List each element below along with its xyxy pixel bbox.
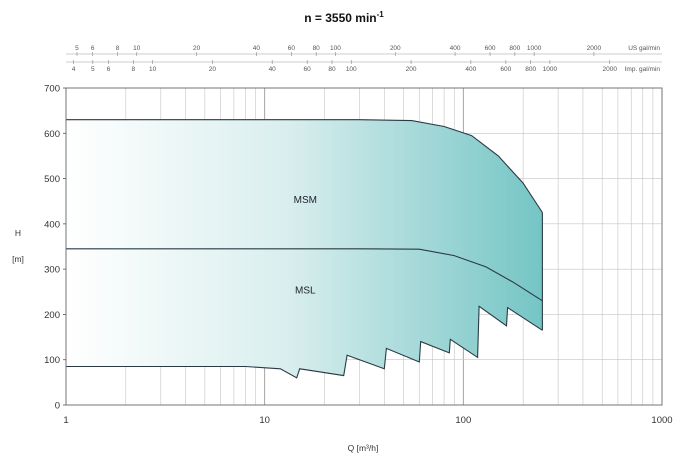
- imp-gal-tick-label: 6: [107, 66, 111, 73]
- y-tick-label: 700: [44, 84, 60, 95]
- imp-gal-unit-label: Imp. gal/min: [625, 66, 661, 73]
- us-gal-tick-label: 8: [116, 45, 120, 52]
- us-gal-tick-label: 400: [450, 45, 461, 52]
- imp-gal-tick-label: 10: [149, 66, 157, 73]
- region-label-msm: MSM: [294, 195, 317, 206]
- imp-gal-tick-label: 20: [209, 66, 217, 73]
- x-axis-label: Q [m³/h]: [348, 443, 379, 453]
- imp-gal-tick-label: 400: [465, 66, 476, 73]
- us-gal-tick-label: 600: [485, 45, 496, 52]
- x-axis-ticks: 1 10 100 1000: [63, 415, 672, 426]
- operating-regions: MSM MSL: [66, 119, 543, 379]
- imp-gal-tick-label: 5: [91, 66, 95, 73]
- y-axis-unit: [m]: [12, 254, 24, 264]
- imp-gal-tick-label: 60: [304, 66, 312, 73]
- us-gal-tick-label: 80: [313, 45, 321, 52]
- top-flow-axes: 5 6 8 10 20 40 60 80 100 200 400 600 800 1000 2000 US g…: [66, 45, 662, 73]
- us-gal-tick-label: 100: [330, 45, 341, 52]
- imp-gal-tick-label: 8: [132, 66, 136, 73]
- x-tick-label: 10: [259, 415, 270, 426]
- msm-upper-curve: [66, 119, 543, 213]
- plot-frame: [65, 87, 663, 406]
- x-tick-label: 100: [455, 415, 471, 426]
- chart-title: n = 3550 min-1: [304, 10, 384, 25]
- us-gal-tick-label: 1000: [527, 45, 542, 52]
- y-tick-label: 200: [44, 310, 60, 321]
- imp-gal-tick-label: 200: [406, 66, 417, 73]
- imp-gal-tick-label: 2000: [602, 66, 617, 73]
- imp-gal-tick-label: 1000: [543, 66, 558, 73]
- us-gal-unit-label: US gal/min: [628, 45, 660, 52]
- y-tick-label: 300: [44, 265, 60, 276]
- us-gal-tick-label: 200: [390, 45, 401, 52]
- us-gal-tick-label: 40: [253, 45, 261, 52]
- x-tick-label: 1: [63, 415, 68, 426]
- us-gal-tick-label: 6: [91, 45, 95, 52]
- y-tick-label: 400: [44, 219, 60, 230]
- us-gal-tick-label: 60: [288, 45, 296, 52]
- plot-border: [65, 87, 663, 406]
- us-gal-tick-label: 20: [193, 45, 201, 52]
- us-gal-tick-label: 2000: [587, 45, 602, 52]
- us-gal-tick-label: 10: [133, 45, 141, 52]
- y-axis-label: H: [15, 228, 21, 238]
- y-axis-ticks: 0 100 200 300 400 500 600 700: [44, 84, 66, 412]
- imp-gal-tick-label: 100: [346, 66, 357, 73]
- us-gal-tick-label: 5: [75, 45, 79, 52]
- us-gal-tick-label: 800: [509, 45, 520, 52]
- y-tick-label: 500: [44, 174, 60, 185]
- imp-gal-tick-label: 40: [269, 66, 277, 73]
- x-tick-label: 1000: [651, 415, 672, 426]
- imp-gal-tick-label: 4: [72, 66, 76, 73]
- region-label-msl: MSL: [295, 286, 316, 297]
- msl-lower-curve: [66, 305, 543, 379]
- imp-gal-tick-label: 800: [525, 66, 536, 73]
- msl-upper-curve: [66, 248, 543, 302]
- imp-gal-tick-label: 600: [500, 66, 511, 73]
- imp-gal-tick-label: 80: [328, 66, 336, 73]
- y-tick-label: 100: [44, 355, 60, 366]
- y-tick-label: 600: [44, 129, 60, 140]
- y-tick-label: 0: [55, 401, 60, 412]
